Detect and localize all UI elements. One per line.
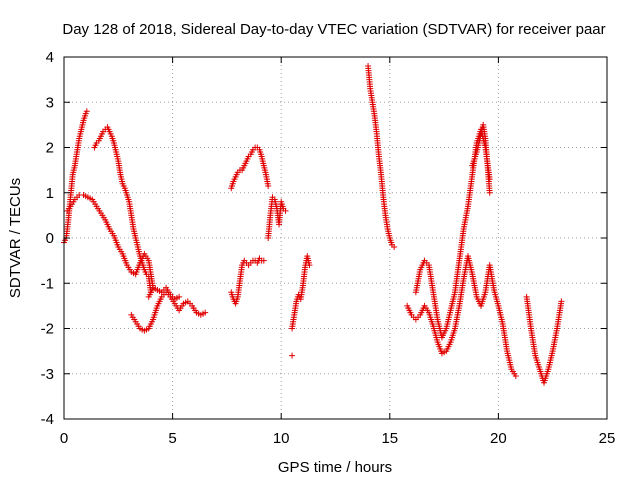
series-segment-2b	[228, 255, 267, 307]
data-points	[61, 63, 565, 386]
axis-ticks: 0 5 10 15 20 25 -4 -3 -2 -1 0 1 2 3 4	[41, 49, 616, 447]
data-point	[289, 352, 296, 359]
y-axis-label: SDTVAR / TECUs	[7, 178, 24, 298]
y-tick-label: -3	[41, 366, 54, 383]
y-tick-label: 3	[46, 94, 54, 111]
data-point	[306, 262, 313, 269]
series-segment-2a	[228, 144, 272, 192]
series-segment-1c	[91, 124, 154, 296]
data-point	[486, 189, 493, 196]
y-tick-label: -2	[41, 321, 54, 338]
data-point	[391, 244, 398, 251]
data-point	[202, 309, 209, 316]
data-point	[282, 207, 289, 214]
series-segment-2c	[265, 194, 289, 241]
y-tick-label: 2	[46, 140, 54, 157]
data-point	[512, 373, 519, 380]
series-segment-3b	[404, 253, 519, 380]
x-tick-label: 20	[490, 430, 507, 447]
data-point	[260, 257, 267, 264]
y-tick-label: -4	[41, 411, 54, 428]
series-segment-3a	[365, 63, 398, 251]
data-point	[176, 293, 183, 300]
y-tick-label: 1	[46, 185, 54, 202]
x-axis-label: GPS time / hours	[278, 459, 392, 476]
series-segment-2d	[289, 253, 313, 332]
series-segment-3e	[523, 293, 565, 386]
series-segment-1d	[128, 289, 209, 334]
x-tick-label: 5	[168, 430, 176, 447]
x-tick-label: 25	[599, 430, 616, 447]
data-point	[265, 182, 272, 189]
series-segment-3d	[469, 121, 493, 196]
x-tick-label: 15	[381, 430, 398, 447]
grid	[64, 57, 607, 419]
y-tick-label: -1	[41, 275, 54, 292]
y-tick-label: 0	[46, 230, 54, 247]
chart-title: Day 128 of 2018, Sidereal Day-to-day VTE…	[62, 21, 605, 38]
x-tick-label: 0	[60, 430, 68, 447]
x-tick-label: 10	[273, 430, 290, 447]
data-point	[558, 298, 565, 305]
series-segment-1e	[145, 284, 183, 303]
series-segment-2e	[289, 352, 296, 359]
y-tick-label: 4	[46, 49, 54, 66]
data-point	[83, 108, 90, 115]
